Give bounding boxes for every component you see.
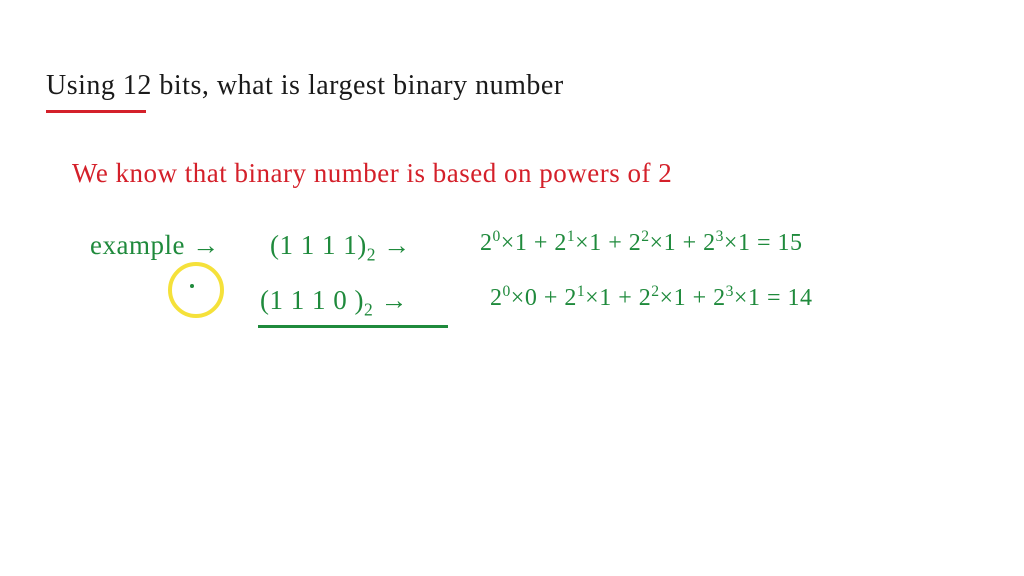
whiteboard-canvas: Using 12 bits, what is largest binary nu… — [0, 0, 1024, 576]
example-label: example → — [90, 230, 220, 261]
example2-underline — [258, 325, 448, 328]
title-underline — [46, 110, 146, 113]
example1-binary: (1 1 1 1)2 → — [270, 230, 411, 261]
highlight-circle — [168, 262, 224, 318]
example2-binary: (1 1 1 0 )2 → — [260, 285, 408, 316]
highlight-dot — [190, 284, 194, 288]
title-text: Using 12 bits, what is largest binary nu… — [46, 70, 564, 102]
example2-expansion: 20×0 + 21×1 + 22×1 + 23×1 = 14 — [490, 285, 813, 312]
example1-expansion: 20×1 + 21×1 + 22×1 + 23×1 = 15 — [480, 230, 803, 257]
explanation-text: We know that binary number is based on p… — [72, 158, 672, 189]
